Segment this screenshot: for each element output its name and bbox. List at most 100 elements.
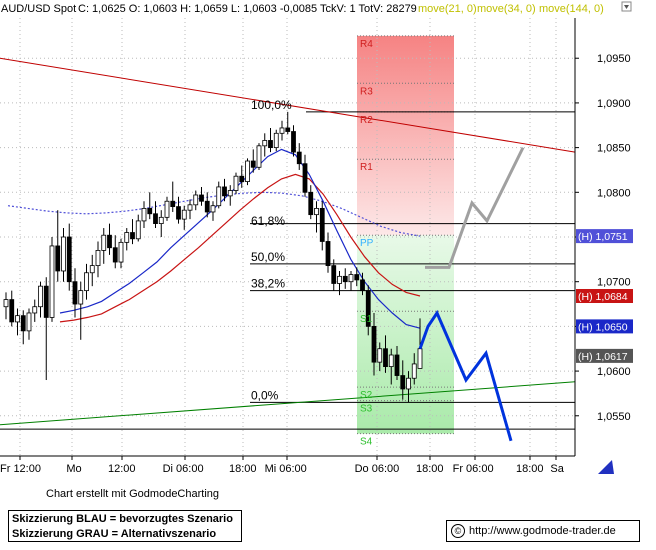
candle [187, 199, 193, 220]
candle-body [394, 354, 400, 376]
candle [193, 190, 199, 211]
source-url[interactable]: http://www.godmode-trader.de [469, 525, 616, 537]
chart-credit: Chart erstellt mit GodmodeCharting [46, 488, 220, 500]
candle [388, 348, 394, 385]
candle [89, 254, 95, 287]
header-ma34: move(34, 0) [477, 3, 536, 15]
header-ma21: move(21, 0) [418, 3, 477, 15]
candle [302, 154, 308, 197]
pivot-label-r2: R2 [360, 115, 373, 126]
y-tick-label: 1,0950 [597, 53, 631, 65]
candle-body [262, 140, 268, 147]
candle [371, 312, 377, 376]
candle [319, 201, 325, 251]
candle [342, 268, 348, 289]
x-tick-label: 18:00 [516, 463, 544, 475]
candle-body [383, 348, 388, 368]
pivot-label-s4: S4 [360, 437, 373, 448]
x-tick-label: Do 06:00 [355, 463, 400, 475]
candle [176, 196, 181, 224]
candle-body [216, 186, 222, 207]
price-tag [576, 229, 633, 244]
candle-body [227, 190, 233, 197]
candle-body [135, 220, 141, 240]
candle-body [319, 207, 325, 242]
downtrend-line [0, 57, 576, 153]
candle [49, 237, 55, 322]
candle [411, 353, 417, 385]
candle-body [233, 175, 239, 191]
candle [153, 201, 158, 229]
candle [331, 259, 337, 291]
candle [101, 228, 107, 264]
candle-body [20, 315, 26, 332]
drawing-tool-icon[interactable] [598, 460, 614, 474]
candle [314, 201, 319, 233]
candle-body [15, 315, 20, 323]
candle-body [308, 191, 314, 216]
x-tick-label: Mo [66, 463, 81, 475]
candle-body [181, 209, 187, 220]
trendlines [0, 57, 576, 426]
candle [227, 185, 233, 206]
candle-body [354, 274, 360, 281]
candle-body [107, 234, 112, 249]
candle [233, 172, 239, 195]
source-link[interactable]: © http://www.godmode-trader.de [446, 520, 640, 542]
candle-body [141, 207, 147, 222]
moving-averages [7, 148, 421, 329]
candle [55, 210, 61, 282]
pivot-zones [357, 35, 454, 435]
candle-body [153, 213, 158, 224]
scenario-legend: Skizzierung BLAU = bevorzugtes Szenario … [8, 510, 242, 542]
y-tick-label: 1,0800 [597, 187, 631, 199]
candle [32, 299, 38, 322]
y-tick-label: 1,0550 [597, 411, 631, 423]
candle-body [3, 299, 9, 308]
fib-label: 61,8% [251, 214, 285, 228]
candle [394, 346, 400, 381]
x-tick-label: 18:00 [416, 463, 444, 475]
candle-body [388, 354, 394, 368]
candle-body [199, 194, 204, 202]
candle-body [118, 241, 124, 263]
candle-body [26, 312, 32, 332]
candle [118, 238, 124, 269]
ma34-line [59, 173, 421, 323]
candle-body [360, 279, 365, 292]
x-tick-label: Mi 06:00 [265, 463, 307, 475]
level-labels: R4 R3 R2 R1 PP S1 S2 S3 S4 100,0% 61,8% 50,0% 38,2% 0… [251, 39, 374, 448]
candle-body [158, 216, 164, 224]
candle-body [72, 281, 78, 305]
candle-body [337, 275, 342, 284]
candle [308, 185, 314, 220]
candle-body [302, 163, 308, 193]
pivot-label-s1: S1 [360, 314, 373, 325]
candle-body [210, 205, 216, 213]
candle [61, 228, 66, 282]
candle [124, 228, 130, 251]
x-tick-label: 18:00 [229, 463, 257, 475]
pivot-label-r3: R3 [360, 86, 373, 97]
candle-body [43, 285, 49, 318]
x-tick-label: 12:00 [108, 463, 136, 475]
candle [158, 210, 164, 237]
candle [15, 308, 20, 336]
header-quote: C: 1,0625 O: 1,0603 H: 1,0659 L: 1,0603 … [78, 3, 417, 15]
candle-body [417, 348, 423, 369]
pivot-label-r4: R4 [360, 39, 373, 50]
y-tick-label: 1,0700 [597, 277, 631, 289]
pivot-label-pp: PP [360, 238, 374, 249]
candle [245, 158, 250, 186]
fib-label: 50,0% [251, 250, 285, 264]
candle [72, 268, 78, 318]
candle [365, 285, 371, 336]
candle-body [377, 348, 383, 363]
candle-body [78, 290, 84, 305]
fib-label: 100,0% [251, 98, 292, 112]
header-toggle-icon[interactable] [621, 1, 632, 12]
price-tag-label: (H) 1,0650 [578, 321, 628, 333]
candle-body [268, 140, 273, 149]
candle-body [101, 234, 107, 251]
legend-blue: Skizzierung BLAU = bevorzugtes Szenario [12, 513, 233, 525]
